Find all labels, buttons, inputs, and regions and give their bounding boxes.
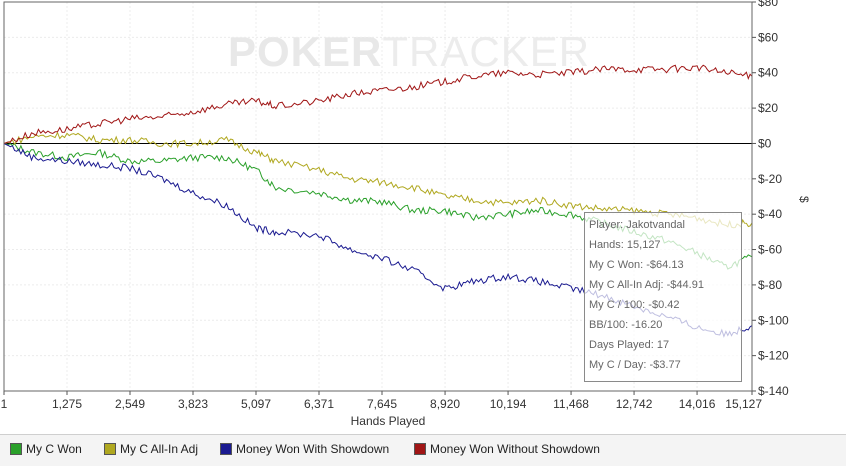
x-axis-ticks: 1 1,275 2,549 3,823 5,097 6,371 7,645 8,920 10,1… (1, 391, 762, 411)
legend-item-with-showdown[interactable]: Money Won With Showdown (220, 442, 389, 456)
legend-item-my-c-won[interactable]: My C Won (10, 442, 82, 456)
y-axis-ticks: $80 $60 $40 $20 $0 $-20 $-40 $-60 $-80 $-100 $-120… (752, 0, 789, 398)
y-tick-label: $40 (758, 66, 778, 80)
x-tick-label: 12,742 (616, 397, 653, 411)
tooltip-hands: Hands: 15,127 (589, 239, 661, 251)
y-tick-label: $0 (758, 136, 772, 150)
x-tick-label: 10,194 (490, 397, 527, 411)
x-tick-label: 14,016 (679, 397, 716, 411)
y-tick-label: $80 (758, 0, 778, 9)
x-tick-label: 2,549 (115, 397, 145, 411)
x-tick-label: 3,823 (178, 397, 208, 411)
tooltip-days-played: Days Played: 17 (589, 339, 670, 351)
tooltip-allin-adj: My C All-In Adj: -$44.91 (589, 279, 704, 291)
x-tick-label: 15,127 (725, 397, 762, 411)
x-tick-label: 1 (1, 397, 8, 411)
tooltip-player: Player: Jakotvandal (589, 219, 685, 231)
legend-label-without-showdown: Money Won Without Showdown (430, 442, 600, 456)
y-tick-label: $-20 (758, 172, 782, 186)
x-tick-label: 8,920 (430, 397, 460, 411)
y-axis-label: $ (797, 196, 811, 203)
legend-label-my-c-all-in-adj: My C All-In Adj (120, 442, 199, 456)
legend: My C Won My C All-In Adj Money Won With … (0, 434, 846, 466)
legend-swatch-my-c-won (10, 443, 22, 455)
x-axis-label: Hands Played (351, 414, 426, 428)
watermark-tracker: TRACKER (382, 28, 591, 75)
y-tick-label: $60 (758, 30, 778, 44)
legend-swatch-my-c-all-in-adj (104, 443, 116, 455)
x-tick-label: 1,275 (52, 397, 82, 411)
legend-item-without-showdown[interactable]: Money Won Without Showdown (414, 442, 600, 456)
tooltip-won: My C Won: -$64.13 (589, 259, 684, 271)
x-tick-label: 6,371 (304, 397, 334, 411)
plot-frame (3, 1, 753, 392)
y-tick-label: $20 (758, 101, 778, 115)
legend-swatch-without-showdown (414, 443, 426, 455)
legend-item-my-c-all-in-adj[interactable]: My C All-In Adj (104, 442, 198, 456)
pokertracker-watermark: POKERTRACKER (228, 28, 590, 76)
y-tick-label: $-120 (758, 349, 789, 363)
y-tick-label: $-60 (758, 243, 782, 257)
tooltip-per-day: My C / Day: -$3.77 (589, 359, 681, 371)
watermark-poker: POKER (228, 28, 383, 75)
y-tick-label: $-40 (758, 207, 782, 221)
x-tick-label: 7,645 (367, 397, 397, 411)
legend-label-with-showdown: Money Won With Showdown (236, 442, 390, 456)
y-tick-label: $-80 (758, 278, 782, 292)
tooltip-per-100: My C / 100: -$0.42 (589, 299, 680, 311)
tooltip-bb-100: BB/100: -16.20 (589, 319, 663, 331)
y-tick-label: $-140 (758, 384, 789, 398)
legend-label-my-c-won: My C Won (26, 442, 82, 456)
legend-swatch-with-showdown (220, 443, 232, 455)
x-tick-label: 5,097 (241, 397, 271, 411)
series-line-money-won-without-showdown (3, 64, 753, 144)
y-tick-label: $-100 (758, 313, 789, 327)
x-tick-label: 11,468 (553, 397, 589, 411)
stats-tooltip: Player: Jakotvandal Hands: 15,127 My C W… (584, 212, 742, 382)
